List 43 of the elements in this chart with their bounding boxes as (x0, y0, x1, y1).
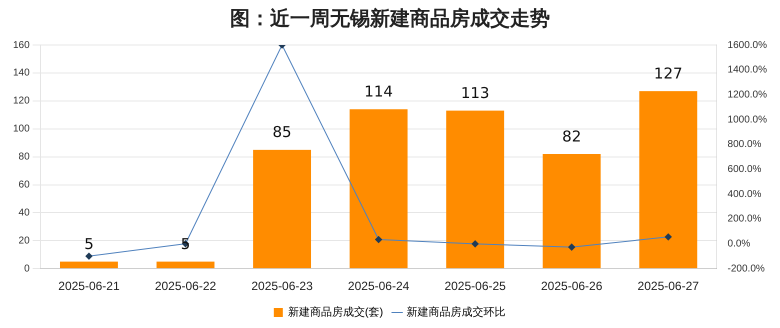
y2-tick-label: 1600.0% (728, 40, 768, 51)
y-tick-label: 60 (18, 180, 30, 190)
data-label: 82 (562, 127, 582, 146)
y-tick-label: 20 (18, 235, 30, 246)
y2-tick-label: 1200.0% (728, 89, 768, 100)
y-tick-label: 40 (18, 207, 30, 218)
legend-label: 新建商品房成交环比 (406, 306, 506, 319)
y-tick-label: 80 (18, 152, 30, 163)
x-tick-label: 2025-06-22 (154, 279, 217, 294)
y-tick-label: 100 (12, 124, 30, 135)
data-label: 5 (84, 235, 94, 254)
data-label: 113 (460, 84, 490, 102)
chart-title: 图：近一周无锡新建商品房成交走势 (229, 5, 551, 32)
bar (446, 110, 504, 268)
x-tick-label: 2025-06-21 (58, 279, 120, 294)
x-tick-label: 2025-06-27 (638, 279, 700, 294)
bar (350, 109, 408, 268)
data-label: 114 (364, 82, 393, 101)
y2-tick-label: 400.0% (728, 188, 762, 200)
bar (639, 91, 698, 268)
y2-tick-label: 800.0% (728, 139, 762, 150)
legend-label: 新建商品房成交(套) (288, 306, 384, 319)
y-tick-label: 140 (12, 68, 30, 79)
bar (253, 150, 312, 268)
x-tick-label: 2025-06-23 (251, 279, 314, 294)
bar (542, 154, 601, 268)
bar (60, 262, 118, 268)
y2-tick-label: -200.0% (728, 263, 765, 274)
y2-tick-label: 1000.0% (728, 114, 768, 126)
x-tick-label: 2025-06-24 (348, 279, 410, 294)
data-label: 127 (654, 64, 683, 83)
y2-tick-label: 600.0% (728, 164, 762, 175)
y2-tick-label: 1400.0% (728, 64, 768, 76)
y-tick-label: 160 (12, 40, 30, 51)
data-label: 5 (180, 235, 190, 254)
x-tick-label: 2025-06-26 (541, 279, 603, 294)
y-tick-label: 0 (24, 263, 30, 274)
y2-tick-label: 0.0% (728, 238, 750, 250)
y2-tick-label: 200.0% (728, 214, 762, 225)
data-label: 85 (272, 123, 292, 142)
y-tick-label: 120 (12, 96, 30, 107)
x-tick-label: 2025-06-25 (444, 279, 506, 294)
bar (156, 262, 214, 268)
